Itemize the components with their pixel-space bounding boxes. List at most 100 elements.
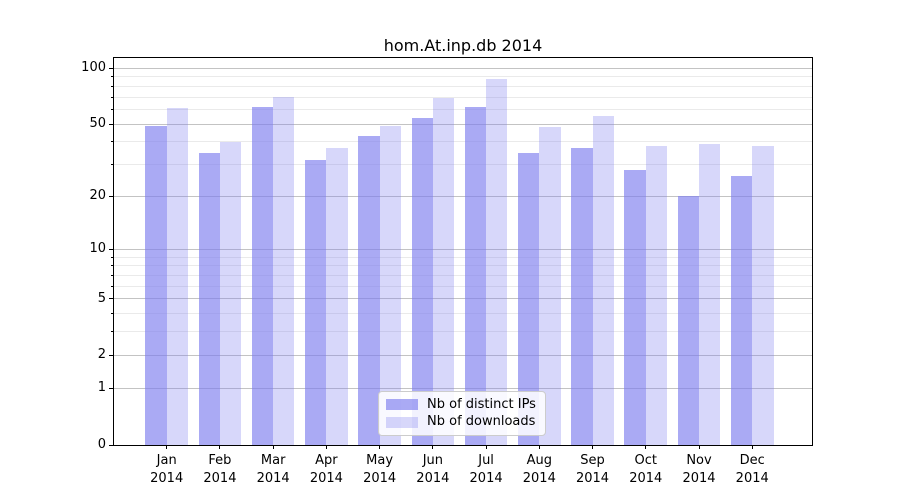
bar-downloads-sep — [592, 116, 614, 445]
bar-distinct-ips-jul — [464, 106, 487, 445]
legend-row-downloads: Nb of downloads — [386, 414, 537, 430]
minor-gridline-6 — [114, 285, 812, 287]
minor-gridline-30 — [114, 164, 812, 166]
y-tick-label-50: 50 — [89, 116, 106, 132]
y-minor-tick-6 — [111, 285, 113, 287]
minor-gridline-8 — [114, 265, 812, 267]
y-tick-label-10: 10 — [89, 241, 106, 257]
plot-area-frame — [113, 57, 813, 446]
legend-label-distinct-ips: Nb of distinct IPs — [427, 396, 536, 412]
bar-downloads-aug — [539, 127, 561, 445]
bar-distinct-ips-jun — [411, 117, 433, 445]
minor-gridline-3 — [114, 331, 812, 333]
y-tick-label-100: 100 — [81, 60, 106, 76]
y-tick-label-20: 20 — [89, 188, 106, 204]
x-tick-may — [379, 445, 381, 449]
x-tick-jun — [432, 445, 434, 449]
y-tick-2 — [109, 354, 113, 356]
x-tick-oct — [645, 445, 647, 449]
major-gridline-20 — [114, 195, 812, 197]
minor-gridline-4 — [114, 313, 812, 315]
x-tick-label-feb: Feb 2014 — [203, 453, 237, 486]
bar-distinct-ips-may — [358, 136, 380, 445]
y-minor-tick-4 — [111, 313, 113, 315]
y-tick-50 — [109, 123, 113, 125]
y-minor-tick-7 — [111, 274, 113, 276]
y-minor-tick-8 — [111, 265, 113, 267]
minor-gridline-9 — [114, 256, 812, 258]
bar-downloads-may — [379, 125, 401, 445]
bar-downloads-jan — [166, 108, 188, 445]
major-gridline-2 — [114, 354, 812, 356]
major-gridline-100 — [114, 67, 812, 69]
minor-gridline-40 — [114, 141, 812, 143]
x-tick-feb — [219, 445, 221, 449]
bar-distinct-ips-apr — [305, 159, 327, 445]
bar-downloads-apr — [326, 148, 348, 445]
minor-gridline-60 — [114, 108, 812, 110]
legend-row-distinct-ips: Nb of distinct IPs — [386, 397, 537, 413]
major-gridline-1 — [114, 387, 812, 389]
x-tick-nov — [698, 445, 700, 449]
bar-distinct-ips-feb — [198, 152, 220, 445]
bar-distinct-ips-mar — [251, 106, 274, 445]
bar-downloads-dec — [752, 145, 774, 445]
x-tick-aug — [538, 445, 540, 449]
bar-distinct-ips-sep — [571, 148, 593, 445]
y-tick-label-0: 0 — [97, 437, 106, 452]
y-tick-label-5: 5 — [97, 290, 106, 306]
legend-swatch-distinct-ips — [386, 399, 418, 411]
major-gridline-50 — [114, 123, 812, 125]
minor-gridline-80 — [114, 85, 812, 87]
x-tick-label-dec: Dec 2014 — [735, 453, 769, 486]
bar-downloads-feb — [219, 141, 242, 445]
y-minor-tick-40 — [111, 141, 113, 143]
x-tick-label-jul: Jul 2014 — [469, 453, 503, 486]
minor-gridline-90 — [114, 76, 812, 78]
x-tick-label-jun: Jun 2014 — [416, 453, 450, 486]
x-tick-jul — [485, 445, 487, 449]
y-minor-tick-80 — [111, 85, 113, 87]
legend: Nb of distinct IPs Nb of downloads — [378, 391, 546, 436]
y-tick-label-1: 1 — [97, 380, 106, 396]
minor-gridline-70 — [114, 96, 812, 98]
bar-distinct-ips-jan — [145, 125, 167, 445]
bar-downloads-mar — [273, 97, 295, 445]
bar-distinct-ips-aug — [518, 152, 540, 445]
x-tick-jan — [166, 445, 168, 449]
x-tick-label-nov: Nov 2014 — [682, 453, 716, 486]
x-tick-label-aug: Aug 2014 — [522, 453, 556, 486]
y-tick-5 — [109, 298, 113, 300]
chart-title: hom.At.inp.db 2014 — [383, 36, 543, 55]
y-minor-tick-90 — [111, 76, 113, 78]
legend-label-downloads: Nb of downloads — [427, 414, 536, 430]
x-tick-label-jan: Jan 2014 — [150, 453, 184, 486]
x-tick-mar — [272, 445, 274, 449]
y-minor-tick-30 — [111, 164, 113, 166]
legend-swatch-downloads — [386, 416, 418, 428]
x-tick-apr — [325, 445, 327, 449]
x-tick-label-apr: Apr 2014 — [309, 453, 343, 486]
y-minor-tick-9 — [111, 256, 113, 258]
y-minor-tick-3 — [111, 331, 113, 333]
x-tick-dec — [751, 445, 753, 449]
y-minor-tick-60 — [111, 108, 113, 110]
bar-downloads-oct — [645, 145, 668, 445]
x-tick-label-may: May 2014 — [363, 453, 397, 486]
major-gridline-10 — [114, 248, 812, 250]
x-tick-label-mar: Mar 2014 — [256, 453, 290, 486]
bar-downloads-jul — [486, 78, 508, 445]
y-tick-1 — [109, 387, 113, 389]
x-tick-label-oct: Oct 2014 — [629, 453, 663, 486]
y-tick-0 — [109, 444, 113, 446]
bar-downloads-jun — [432, 98, 455, 445]
minor-gridline-7 — [114, 274, 812, 276]
bar-distinct-ips-nov — [677, 196, 699, 445]
y-minor-tick-70 — [111, 96, 113, 98]
y-tick-100 — [109, 67, 113, 69]
bar-downloads-nov — [699, 143, 721, 445]
y-tick-label-2: 2 — [97, 347, 106, 363]
major-gridline-5 — [114, 298, 812, 300]
y-tick-10 — [109, 248, 113, 250]
